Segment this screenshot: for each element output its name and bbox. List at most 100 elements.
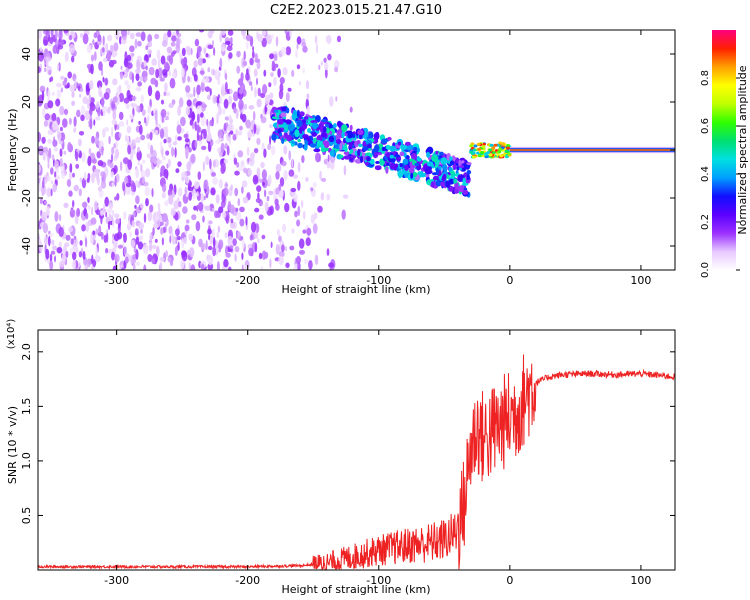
heatmap-cell — [149, 131, 153, 141]
heatmap-cell — [137, 146, 141, 153]
colorbar-label: Normalized spectral amplitude — [736, 65, 749, 234]
heatmap-cell — [290, 187, 297, 193]
heatmap-cell — [112, 96, 118, 103]
y-tick-label: 1.5 — [20, 398, 33, 416]
heatmap-cell — [78, 251, 83, 258]
heatmap-cell — [159, 128, 165, 139]
heatmap-cell — [284, 246, 288, 252]
heatmap-cell — [203, 195, 206, 201]
heatmap-cell — [177, 187, 183, 197]
heatmap-cell — [100, 213, 103, 225]
heatmap-cell — [50, 188, 53, 197]
heatmap-cell — [100, 210, 104, 216]
heatmap-cell — [76, 109, 81, 118]
heatmap-cell — [498, 141, 503, 145]
heatmap-cell — [73, 184, 80, 192]
heatmap-cell — [432, 175, 440, 181]
heatmap-cell — [200, 192, 204, 203]
heatmap-cell — [357, 148, 361, 157]
heatmap-cell — [293, 109, 297, 116]
y-tick-label: 1.0 — [20, 452, 33, 470]
heatmap-cell — [225, 81, 228, 93]
heatmap-cell — [57, 64, 60, 71]
heatmap-cell — [493, 143, 498, 147]
heatmap-cell — [264, 201, 269, 212]
heatmap-cell — [227, 30, 234, 36]
heatmap-cell — [180, 259, 185, 270]
heatmap-cell — [84, 171, 87, 181]
heatmap-cell — [442, 173, 447, 181]
heatmap-cell — [250, 85, 253, 92]
heatmap-cell — [59, 126, 64, 132]
heatmap-cell — [426, 161, 434, 167]
heatmap-cell — [58, 30, 63, 40]
heatmap-cell — [103, 57, 108, 62]
heatmap-cell — [108, 214, 114, 222]
y-tick-label: -40 — [20, 237, 33, 255]
heatmap-cell — [308, 260, 313, 270]
heatmap-cell — [196, 131, 199, 142]
heatmap-cell — [284, 30, 288, 35]
heatmap-cell — [129, 32, 135, 40]
heatmap-cell — [166, 111, 170, 116]
heatmap-cell — [291, 140, 295, 144]
heatmap-cell — [140, 203, 144, 209]
heatmap-cell — [254, 58, 261, 63]
heatmap-cell — [68, 172, 72, 180]
heatmap-cell — [90, 233, 93, 244]
heatmap-cell — [217, 77, 221, 86]
heatmap-cell — [285, 107, 290, 114]
heatmap-cell — [466, 162, 472, 166]
heatmap-cell — [241, 238, 245, 249]
heatmap-cell — [246, 34, 251, 42]
heatmap-cell — [473, 144, 478, 148]
heatmap-cell — [54, 171, 57, 178]
heatmap-cell — [140, 134, 146, 141]
heatmap-cell — [194, 38, 200, 47]
heatmap-cell — [186, 161, 192, 172]
heatmap-cell — [113, 143, 116, 149]
heatmap-cell — [307, 128, 312, 133]
bottom-y-axis: 0.5 1.0 1.5 2.0 — [20, 343, 675, 524]
heatmap-cell — [215, 194, 220, 204]
heatmap-cell — [358, 143, 363, 147]
heatmap-cell — [47, 138, 52, 144]
heatmap-cell — [270, 72, 274, 77]
heatmap-cell — [82, 201, 88, 208]
heatmap-cell — [80, 105, 86, 116]
heatmap-cell — [113, 42, 119, 52]
heatmap-cell — [448, 166, 453, 172]
heatmap-cell — [134, 231, 139, 236]
heatmap-cell — [233, 157, 238, 165]
y-tick-label: 40 — [20, 47, 33, 61]
heatmap-cell — [229, 204, 235, 214]
heatmap-cell — [229, 130, 234, 135]
heatmap-cell — [119, 36, 122, 45]
heatmap-cell — [323, 140, 330, 149]
heatmap-cell — [359, 155, 364, 163]
heatmap-cell — [47, 89, 51, 98]
heatmap-cell — [125, 182, 132, 188]
heatmap-cell — [48, 147, 52, 159]
heatmap-cell — [73, 127, 77, 133]
heatmap-cell — [63, 30, 69, 34]
heatmap-cell — [252, 46, 255, 52]
heatmap-cell — [156, 245, 160, 257]
heatmap-cell — [329, 142, 333, 146]
heatmap-cell — [190, 47, 193, 56]
heatmap-cell — [118, 121, 125, 127]
heatmap-cell — [227, 235, 233, 246]
x-tick-label: -200 — [235, 574, 260, 587]
heatmap-cell — [235, 211, 242, 221]
heatmap-cell — [466, 173, 470, 181]
heatmap-cell — [241, 264, 244, 270]
heatmap-cell — [282, 67, 288, 76]
heatmap-cell — [44, 114, 50, 120]
heatmap-cell — [136, 261, 140, 266]
heatmap-cell — [82, 96, 89, 105]
heatmap-cell — [277, 118, 284, 125]
heatmap-cell — [87, 155, 92, 167]
heatmap-cell — [155, 90, 161, 101]
heatmap-cell — [201, 243, 207, 251]
heatmap-cell — [72, 251, 77, 261]
